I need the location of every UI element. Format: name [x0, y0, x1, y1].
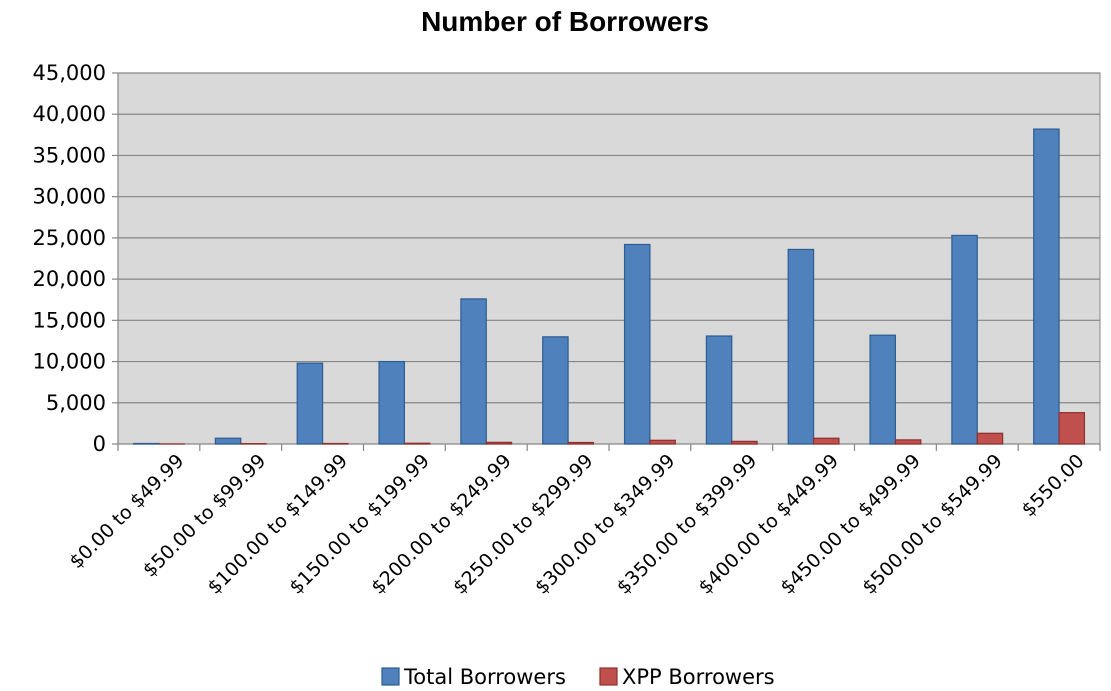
- y-tick-label: 0: [93, 432, 106, 456]
- plot-area: [117, 72, 1101, 445]
- bar-xpp-borrowers: [567, 441, 595, 445]
- bar-total-borrowers: [705, 335, 733, 445]
- bar-total-borrowers: [378, 360, 406, 445]
- legend-label: Total Borrowers: [403, 665, 566, 689]
- bar-total-borrowers: [869, 334, 897, 445]
- bars: [132, 128, 1086, 445]
- bar-xpp-borrowers: [649, 439, 676, 445]
- bar-total-borrowers: [460, 298, 487, 445]
- legend-label: XPP Borrowers: [622, 665, 775, 689]
- x-axis: $0.00 to $49.99$50.00 to $99.99$100.00 t…: [65, 443, 1101, 599]
- bar-total-borrowers: [623, 243, 651, 445]
- x-category-label: $250.00 to $299.99: [449, 450, 598, 599]
- bar-total-borrowers: [296, 362, 324, 445]
- bar-total-borrowers: [542, 336, 569, 445]
- legend-swatch: [599, 667, 618, 686]
- x-category-label: $550.00: [1017, 450, 1088, 521]
- x-category-label: $200.00 to $249.99: [367, 450, 516, 599]
- y-tick-label: 45,000: [33, 61, 106, 85]
- bar-total-borrowers: [1033, 128, 1060, 445]
- bar-xpp-borrowers: [976, 432, 1004, 445]
- y-tick-label: 10,000: [33, 350, 106, 374]
- bar-xpp-borrowers: [731, 440, 758, 445]
- y-axis: 0 5,000 10,000 15,000 20,000 25,000 30,000 35,0…: [33, 61, 119, 456]
- x-category-label: $300.00 to $349.99: [531, 450, 680, 599]
- bar-xpp-borrowers: [403, 442, 431, 445]
- x-category-label: $100.00 to $149.99: [203, 450, 352, 599]
- bar-total-borrowers: [787, 248, 815, 445]
- y-tick-label: 35,000: [33, 143, 106, 167]
- y-tick-label: 5,000: [46, 391, 106, 415]
- bar-xpp-borrowers: [812, 437, 840, 445]
- bar-xpp-borrowers: [894, 439, 922, 445]
- legend: Total Borrowers XPP Borrowers: [381, 665, 775, 689]
- y-tick-label: 40,000: [33, 102, 106, 126]
- plot-background: [117, 72, 1101, 445]
- y-tick-label: 30,000: [33, 185, 106, 209]
- x-category-label: $350.00 to $399.99: [613, 450, 762, 599]
- x-category-label: $450.00 to $499.99: [776, 450, 925, 599]
- y-tick-label: 20,000: [33, 267, 106, 291]
- bar-xpp-borrowers: [485, 441, 513, 445]
- bar-xpp-borrowers: [1058, 412, 1086, 445]
- y-tick-label: 15,000: [33, 308, 106, 332]
- x-category-label: $150.00 to $199.99: [285, 450, 434, 599]
- x-category-label: $400.00 to $449.99: [694, 450, 843, 599]
- bar-total-borrowers: [214, 437, 242, 445]
- chart-title: Number of Borrowers: [421, 6, 709, 37]
- bar-total-borrowers: [951, 234, 978, 445]
- x-category-label: $500.00 to $549.99: [858, 450, 1007, 599]
- y-tick-label: 25,000: [33, 226, 106, 250]
- legend-swatch: [381, 667, 400, 686]
